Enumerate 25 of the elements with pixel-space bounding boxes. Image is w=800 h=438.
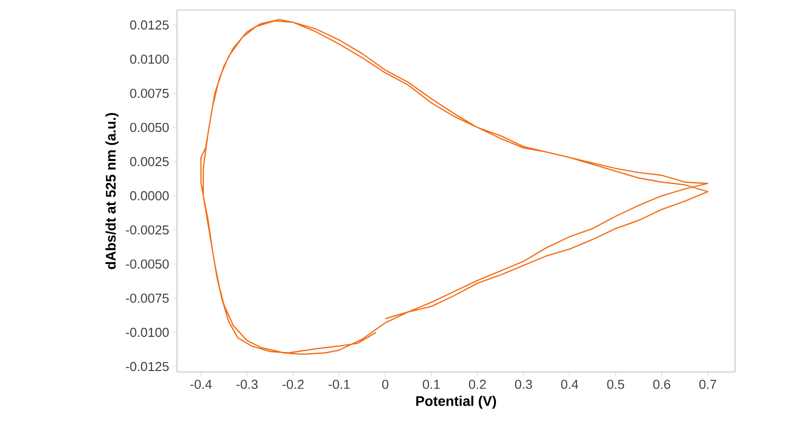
x-tick-label: 0.6 <box>653 380 670 389</box>
y-tick-label: -0.0075 <box>126 294 169 303</box>
y-tick-label: 0.0125 <box>130 20 169 30</box>
y-tick-label: -0.0125 <box>126 362 169 372</box>
x-tick-label: 0.7 <box>699 380 716 389</box>
y-tick-label: 0.0050 <box>130 122 169 132</box>
y-tick-label: 0.0025 <box>130 157 169 166</box>
y-tick-label: 0.0100 <box>130 54 169 64</box>
x-tick-label: 0 <box>382 380 388 389</box>
x-axis-title: Potential (V) <box>416 396 496 409</box>
y-tick-label: -0.0025 <box>126 225 169 234</box>
y-tick-label: -0.0050 <box>126 259 169 269</box>
x-tick-label: -0.4 <box>190 380 212 389</box>
x-tick-label: 0.2 <box>468 380 486 389</box>
y-tick-label: 0.0075 <box>130 88 169 98</box>
y-axis-title: dAbs/dt at 525 nm (a.u.) <box>105 113 118 270</box>
x-tick-label: 0.5 <box>607 380 624 389</box>
x-tick-label: -0.1 <box>328 380 350 389</box>
y-tick-label: 0.0000 <box>130 191 169 200</box>
x-tick-label: -0.2 <box>282 380 304 389</box>
x-tick-label: 0.4 <box>561 380 578 389</box>
y-tick-label: -0.0100 <box>126 328 169 337</box>
x-tick-label: 0.1 <box>422 380 440 389</box>
x-tick-label: 0.3 <box>515 380 532 389</box>
x-tick-label: -0.3 <box>236 380 258 389</box>
